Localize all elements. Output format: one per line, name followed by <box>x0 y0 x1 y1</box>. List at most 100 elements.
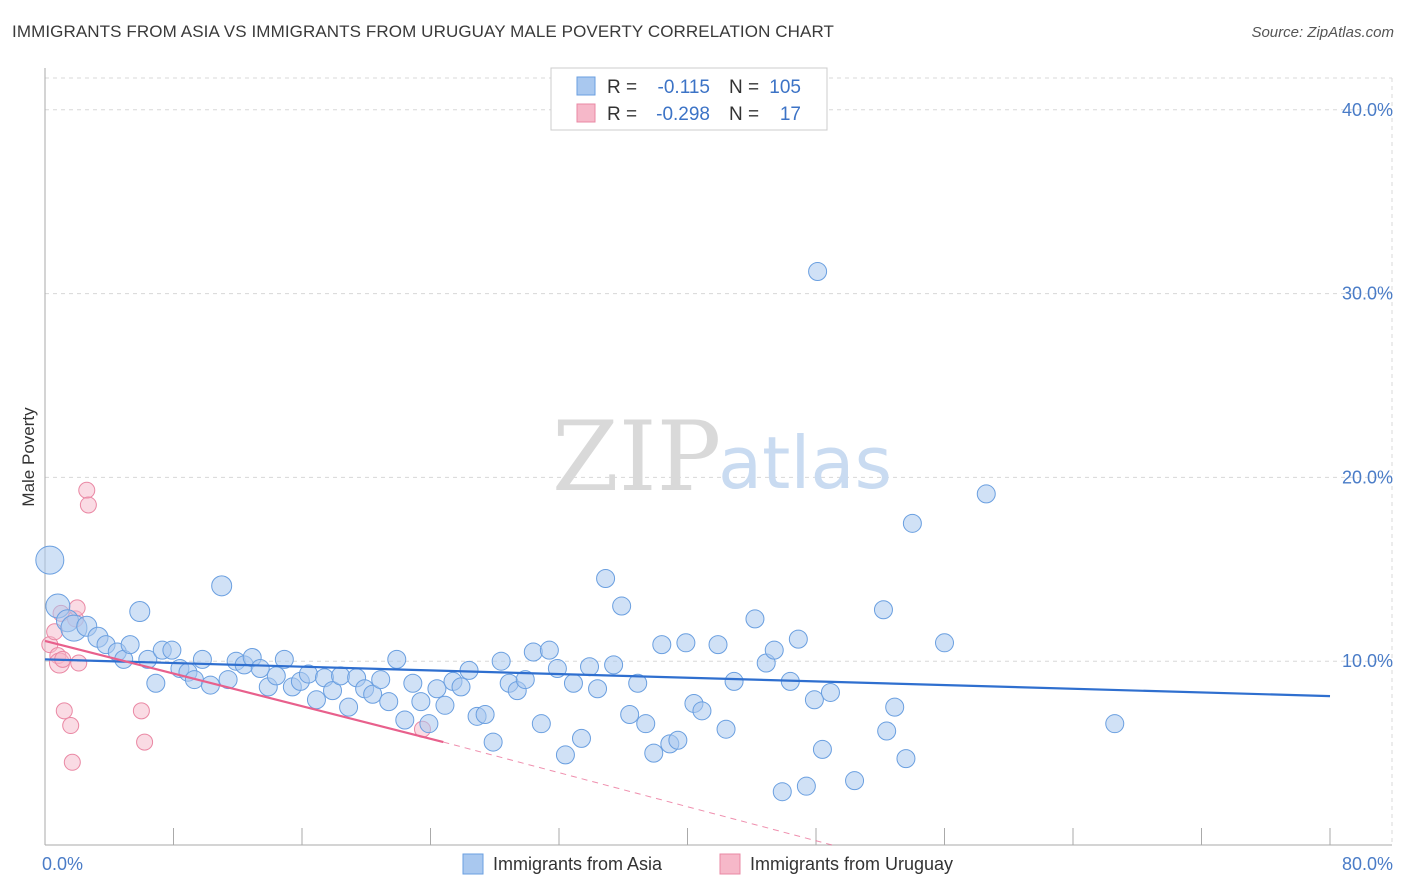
uruguay-trend-extension <box>443 741 833 846</box>
asia-point-0 <box>35 545 65 575</box>
asia-point-69 <box>604 655 624 675</box>
legend-swatch-asia <box>576 76 596 96</box>
asia-point-68 <box>596 568 616 588</box>
asia-point-54 <box>483 732 503 752</box>
asia-point-28 <box>274 649 294 669</box>
asia-point-97 <box>877 721 897 741</box>
legend-asia-r-label: R = <box>607 77 637 98</box>
asia-point-40 <box>371 670 391 690</box>
asia-point-45 <box>411 692 431 712</box>
asia-point-78 <box>676 633 696 653</box>
asia-point-43 <box>395 710 415 730</box>
y-tick-label-0: 10.0% <box>1342 651 1393 671</box>
asia-point-74 <box>644 743 664 763</box>
uruguay-trend-line <box>44 639 444 744</box>
asia-point-64 <box>563 673 583 693</box>
asia-point-9 <box>120 635 140 655</box>
y-tick-label-3: 40.0% <box>1342 100 1393 120</box>
trend-lines <box>44 639 1331 846</box>
asia-point-95 <box>845 771 865 791</box>
asia-point-44 <box>403 673 423 693</box>
uruguay-point-13 <box>79 496 97 514</box>
asia-point-82 <box>716 719 736 739</box>
asia-point-101 <box>935 633 954 653</box>
asia-point-103 <box>1105 714 1125 734</box>
asia-point-59 <box>523 642 543 662</box>
axes <box>44 68 1392 846</box>
legend-uruguay-r-value: -0.298 <box>656 104 710 125</box>
x-tick-label-0: 0.0% <box>42 854 83 874</box>
asia-point-73 <box>636 714 656 734</box>
uruguay-point-8 <box>63 753 81 771</box>
uruguay-point-12 <box>78 481 96 499</box>
asia-point-27 <box>266 666 286 686</box>
asia-point-67 <box>588 679 608 699</box>
asia-point-70 <box>612 596 632 616</box>
asia-point-11 <box>138 649 158 669</box>
asia-point-48 <box>435 695 455 715</box>
watermark: ZIP atlas <box>552 401 892 513</box>
asia-point-102 <box>976 484 996 504</box>
asia-point-99 <box>896 749 916 769</box>
asia-point-87 <box>772 782 792 802</box>
correlation-legend: R = -0.115 N = 105 R = -0.298 N = 17 <box>550 67 828 131</box>
uruguay-point-7 <box>62 717 80 735</box>
asia-point-42 <box>387 649 407 669</box>
asia-point-32 <box>306 690 326 710</box>
asia-point-53 <box>475 704 495 724</box>
watermark-atlas: atlas <box>718 421 892 505</box>
legend-swatch-uruguay <box>576 103 596 123</box>
asia-point-92 <box>812 739 832 759</box>
legend-uruguay-n-value: 17 <box>780 104 801 125</box>
bottom-legend-swatch-asia <box>462 853 484 875</box>
y-tick-label-2: 30.0% <box>1342 284 1393 304</box>
asia-point-72 <box>628 673 648 693</box>
asia-point-39 <box>363 684 383 704</box>
asia-point-14 <box>162 640 182 660</box>
asia-point-50 <box>451 677 471 697</box>
asia-point-89 <box>788 629 808 649</box>
x-tick-label-1: 80.0% <box>1342 854 1393 874</box>
asia-point-63 <box>555 745 575 765</box>
asia-point-71 <box>620 704 640 724</box>
asia-point-35 <box>331 666 351 686</box>
asia-point-47 <box>427 679 447 699</box>
asia-point-91 <box>804 690 824 710</box>
asia-point-75 <box>652 635 672 655</box>
asia-point-61 <box>539 640 559 660</box>
asia-point-55 <box>491 651 511 671</box>
asia-point-98 <box>885 697 905 717</box>
legend-asia-r-value: -0.115 <box>658 77 710 98</box>
asia-point-94 <box>820 682 840 702</box>
asia-point-100 <box>902 513 922 533</box>
asia-point-90 <box>796 776 816 796</box>
watermark-zip: ZIP <box>552 401 721 513</box>
asia-point-80 <box>692 701 712 721</box>
bottom-legend-swatch-uruguay <box>719 853 741 875</box>
chart-title: IMMIGRANTS FROM ASIA VS IMMIGRANTS FROM … <box>12 22 835 41</box>
asia-trend-line <box>44 658 1331 698</box>
bottom-legend-label-asia: Immigrants from Asia <box>493 854 663 874</box>
y-tick-label-1: 20.0% <box>1342 467 1393 487</box>
asia-point-36 <box>339 697 359 717</box>
legend-asia-n-value: 105 <box>769 77 801 98</box>
legend-asia-n-label: N = <box>729 77 759 98</box>
asia-point-34 <box>323 681 343 701</box>
y-axis-label: Male Poverty <box>19 407 38 507</box>
series-uruguay-points <box>41 481 431 771</box>
asia-point-46 <box>419 714 439 734</box>
y-tick-labels: 10.0% 20.0% 30.0% 40.0% <box>1342 100 1393 671</box>
bottom-legend-label-uruguay: Immigrants from Uruguay <box>750 854 953 874</box>
asia-point-10 <box>129 601 151 623</box>
asia-point-84 <box>745 609 765 629</box>
asia-point-41 <box>379 692 399 712</box>
x-tick-labels: 0.0% 80.0% <box>42 854 1393 874</box>
asia-point-83 <box>724 671 744 691</box>
source-label: Source: ZipAtlas.com <box>1251 24 1394 41</box>
uruguay-point-15 <box>136 733 154 751</box>
asia-point-58 <box>515 670 535 690</box>
asia-point-96 <box>873 600 893 620</box>
legend-uruguay-n-label: N = <box>729 104 759 125</box>
uruguay-point-14 <box>132 702 150 720</box>
